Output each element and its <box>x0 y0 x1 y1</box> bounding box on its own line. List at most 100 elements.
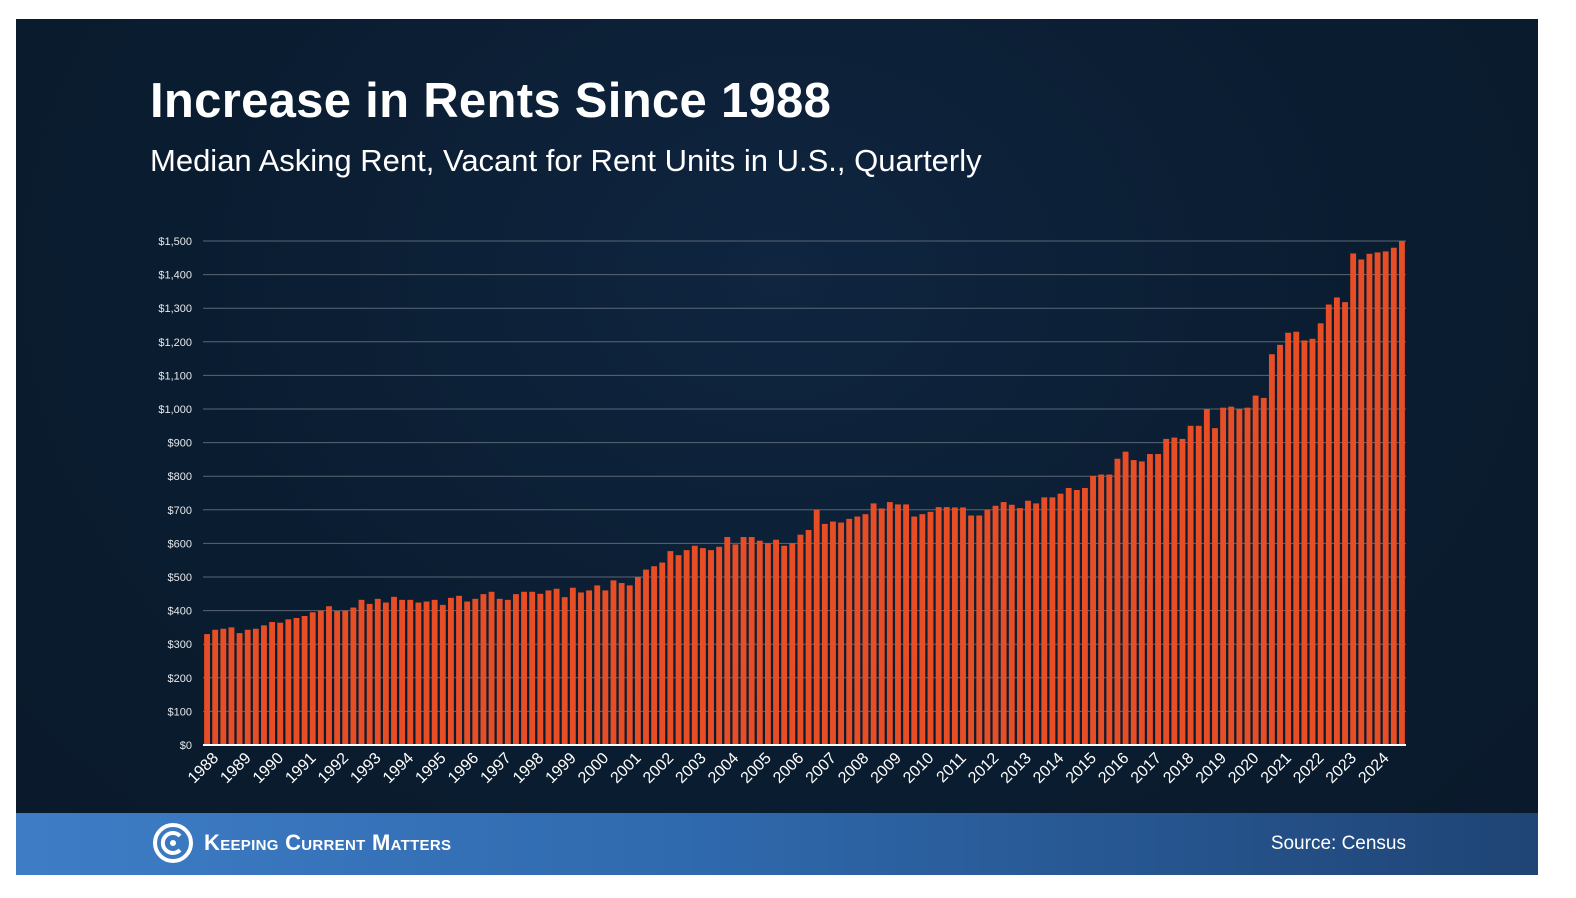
x-tick-label: 1989 <box>217 750 254 787</box>
bar <box>334 610 341 745</box>
bar <box>1220 407 1227 745</box>
bar <box>911 516 918 745</box>
bar <box>439 604 446 745</box>
chart-card: Increase in Rents Since 1988 Median Aski… <box>16 19 1538 875</box>
bar <box>830 521 836 745</box>
y-tick-label: $0 <box>180 740 192 752</box>
bar <box>1285 332 1292 745</box>
bar <box>748 537 755 745</box>
bar <box>569 587 576 745</box>
x-tick-label: 2006 <box>770 750 807 787</box>
bar <box>204 634 210 745</box>
bar <box>781 545 788 745</box>
x-tick-label: 2009 <box>868 750 905 787</box>
y-tick-label: $700 <box>168 505 192 517</box>
bar <box>496 598 503 745</box>
bar <box>301 615 308 745</box>
bar <box>220 628 227 745</box>
bar <box>1138 461 1145 745</box>
bar <box>797 534 804 745</box>
bar <box>895 504 901 745</box>
bar <box>1057 493 1064 745</box>
bar <box>984 509 991 745</box>
bar <box>846 518 853 745</box>
bar <box>943 507 950 745</box>
x-tick-label: 2011 <box>934 750 970 786</box>
bar <box>415 602 422 745</box>
y-tick-label: $1,000 <box>158 404 192 416</box>
bar <box>269 622 276 745</box>
bar <box>480 594 487 745</box>
x-tick-label: 2021 <box>1258 750 1295 787</box>
bar <box>1358 259 1365 745</box>
bar <box>1065 487 1072 745</box>
bar <box>756 540 763 745</box>
bar <box>919 514 926 745</box>
bar <box>878 508 885 745</box>
x-tick-label: 1990 <box>250 750 287 787</box>
bar <box>447 597 454 745</box>
bar <box>886 502 893 745</box>
bar <box>789 543 796 745</box>
y-tick-label: $1,400 <box>158 270 192 282</box>
bar <box>228 627 235 745</box>
bar <box>277 622 284 745</box>
bar <box>513 594 519 745</box>
bar <box>1268 354 1275 745</box>
bar <box>1025 500 1031 745</box>
bar <box>708 550 714 745</box>
bar <box>431 599 438 745</box>
bar <box>1033 503 1040 745</box>
bar <box>391 596 397 745</box>
bar <box>399 599 406 745</box>
bar <box>488 591 495 745</box>
x-tick-label: 2001 <box>608 750 645 787</box>
bar <box>1187 425 1194 745</box>
bar <box>821 523 828 745</box>
bar <box>1325 304 1332 745</box>
x-tick-label: 2015 <box>1063 750 1100 787</box>
bar <box>261 625 267 745</box>
y-tick-label: $1,500 <box>158 236 192 248</box>
x-tick-label: 2020 <box>1225 750 1262 787</box>
bar <box>626 585 633 745</box>
x-tick-label: 2016 <box>1095 750 1132 787</box>
x-tick-label: 1988 <box>185 750 222 787</box>
bar <box>578 592 584 745</box>
bar <box>716 546 723 745</box>
bar <box>317 610 324 745</box>
bar <box>1147 454 1153 745</box>
y-tick-label: $200 <box>168 673 192 685</box>
bar <box>285 619 292 745</box>
bar <box>976 515 983 745</box>
bar <box>366 603 373 745</box>
bar <box>1008 504 1015 745</box>
y-tick-label: $1,300 <box>158 303 192 315</box>
bar <box>1090 475 1096 745</box>
bar <box>521 591 527 745</box>
bar <box>683 550 690 745</box>
bar <box>309 612 316 745</box>
bar <box>553 588 560 745</box>
bar <box>1082 487 1088 745</box>
bar <box>561 597 568 745</box>
x-tick-label: 2017 <box>1128 750 1165 787</box>
bar <box>1000 502 1007 745</box>
bar <box>667 551 674 745</box>
bar <box>382 602 389 745</box>
bar <box>813 509 820 745</box>
bar <box>407 599 414 745</box>
bar <box>244 629 251 745</box>
bar <box>968 515 975 745</box>
bar <box>529 591 536 745</box>
bar <box>1195 425 1202 745</box>
bar <box>1293 331 1300 745</box>
bar <box>773 539 779 745</box>
bar <box>236 633 243 745</box>
y-tick-label: $1,100 <box>158 370 192 382</box>
bar <box>1374 252 1381 745</box>
bar <box>1366 253 1373 745</box>
bar <box>1171 437 1178 745</box>
bar <box>252 628 259 745</box>
x-tick-label: 2023 <box>1323 750 1360 787</box>
